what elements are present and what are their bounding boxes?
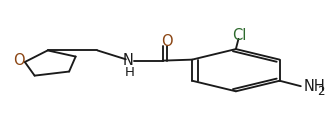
Text: N: N: [123, 53, 134, 68]
Text: O: O: [161, 34, 173, 49]
Text: 2: 2: [317, 85, 325, 98]
Text: H: H: [124, 66, 134, 79]
Text: Cl: Cl: [232, 28, 246, 43]
Text: NH: NH: [304, 79, 326, 94]
Text: O: O: [13, 53, 25, 68]
